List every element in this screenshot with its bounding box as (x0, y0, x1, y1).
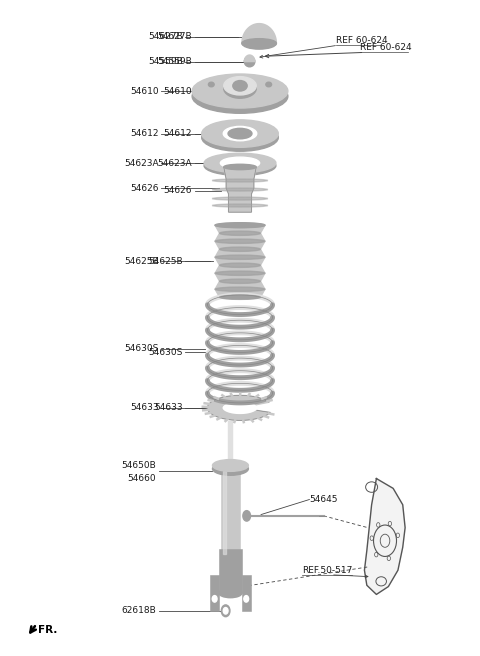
Ellipse shape (223, 607, 228, 614)
Ellipse shape (224, 79, 256, 98)
Text: 54612: 54612 (130, 129, 158, 138)
Text: 54610: 54610 (130, 87, 158, 96)
Ellipse shape (220, 157, 260, 169)
Polygon shape (364, 479, 405, 594)
Ellipse shape (202, 120, 278, 148)
Text: 54627B: 54627B (157, 32, 192, 41)
Text: 54625B: 54625B (148, 256, 182, 266)
Text: 54633: 54633 (130, 403, 158, 413)
Text: 54626: 54626 (164, 186, 192, 195)
Ellipse shape (204, 156, 276, 175)
Ellipse shape (233, 81, 247, 91)
Bar (210, 575, 219, 611)
Ellipse shape (215, 287, 265, 291)
Ellipse shape (213, 462, 248, 476)
Ellipse shape (215, 255, 265, 259)
Text: 54630S: 54630S (148, 348, 182, 357)
Ellipse shape (215, 223, 265, 228)
Text: REF.50-517: REF.50-517 (302, 565, 353, 575)
Ellipse shape (221, 605, 230, 617)
Ellipse shape (212, 204, 268, 207)
Text: 54559B: 54559B (157, 57, 192, 66)
Text: 54630S: 54630S (124, 344, 158, 354)
Ellipse shape (228, 129, 252, 139)
Text: 54645: 54645 (310, 495, 338, 504)
Text: 54626: 54626 (130, 184, 158, 193)
Text: REF 60-624: REF 60-624 (360, 43, 411, 52)
Bar (219, 549, 242, 593)
Ellipse shape (212, 197, 268, 200)
Bar (223, 471, 226, 554)
Ellipse shape (192, 74, 288, 108)
Bar (221, 471, 240, 554)
Polygon shape (207, 396, 270, 420)
Polygon shape (215, 225, 265, 297)
Text: REF 60-624: REF 60-624 (336, 36, 387, 45)
Text: 54612: 54612 (164, 129, 192, 138)
Polygon shape (242, 24, 276, 43)
Ellipse shape (242, 39, 276, 48)
Text: 54627B: 54627B (148, 32, 182, 41)
Ellipse shape (243, 510, 251, 521)
Text: 62618B: 62618B (121, 606, 156, 615)
Ellipse shape (244, 596, 249, 602)
Ellipse shape (208, 82, 214, 87)
Ellipse shape (215, 239, 265, 243)
Text: FR.: FR. (37, 625, 57, 636)
Text: 54623A: 54623A (124, 159, 158, 167)
Ellipse shape (219, 588, 242, 598)
Text: 54650B: 54650B (121, 461, 156, 470)
Text: 54625B: 54625B (124, 256, 158, 266)
Ellipse shape (266, 82, 272, 87)
Text: 54559B: 54559B (148, 57, 182, 66)
Ellipse shape (219, 247, 261, 251)
Ellipse shape (192, 79, 288, 113)
Ellipse shape (219, 295, 261, 299)
Ellipse shape (215, 271, 265, 276)
Bar (242, 575, 251, 611)
Ellipse shape (242, 37, 276, 49)
Text: 54660: 54660 (128, 474, 156, 483)
Ellipse shape (219, 231, 261, 236)
Ellipse shape (212, 596, 217, 602)
Ellipse shape (219, 279, 261, 283)
Text: 54610: 54610 (164, 87, 192, 96)
Ellipse shape (212, 188, 268, 191)
Bar (228, 421, 233, 469)
Polygon shape (224, 167, 256, 212)
Ellipse shape (244, 56, 255, 67)
Text: 54623A: 54623A (157, 159, 192, 167)
Ellipse shape (223, 127, 257, 141)
Ellipse shape (219, 263, 261, 268)
Ellipse shape (202, 124, 278, 152)
Ellipse shape (215, 222, 265, 228)
Ellipse shape (224, 164, 256, 170)
Polygon shape (244, 55, 255, 62)
Ellipse shape (212, 179, 268, 182)
Text: 54633: 54633 (154, 403, 182, 413)
Ellipse shape (213, 460, 248, 472)
Ellipse shape (221, 295, 259, 299)
Ellipse shape (224, 77, 256, 95)
Ellipse shape (204, 154, 276, 173)
